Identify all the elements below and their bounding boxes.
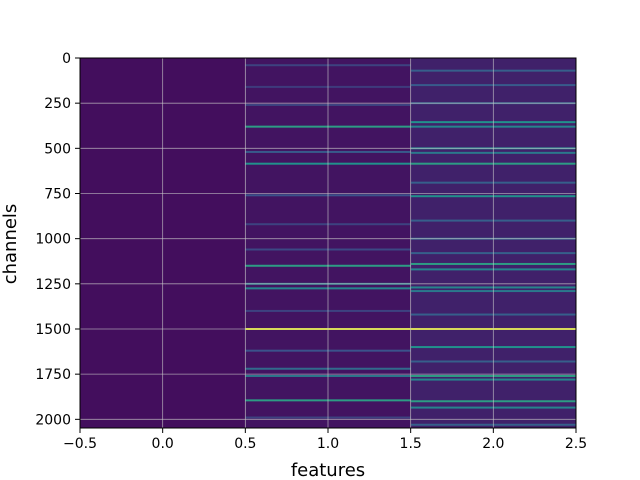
- y-tick-label: 1000: [35, 232, 71, 248]
- x-tick-label: 2.0: [482, 436, 504, 452]
- x-tick-label: 0.0: [152, 436, 174, 452]
- y-tick-label: 2000: [35, 412, 71, 428]
- x-tick-label: 2.5: [565, 436, 587, 452]
- y-axis-label: channels: [0, 204, 21, 285]
- x-tick-label: 0.5: [234, 436, 256, 452]
- x-tick-label: 1.5: [400, 436, 422, 452]
- y-tick-label: 500: [44, 141, 71, 157]
- y-tick-label: 250: [44, 96, 71, 112]
- y-tick-label: 0: [62, 51, 71, 67]
- y-axis-ticks: 0 250 500 750 1000 1250 1500 1750 2000: [35, 51, 80, 428]
- y-tick-label: 1750: [35, 367, 71, 383]
- x-tick-label: −0.5: [63, 436, 97, 452]
- x-axis-label: features: [291, 460, 365, 480]
- y-tick-label: 750: [44, 186, 71, 202]
- y-tick-label: 1250: [35, 277, 71, 293]
- x-tick-label: 1.0: [317, 436, 339, 452]
- y-tick-label: 1500: [35, 322, 71, 338]
- x-axis-ticks: −0.5 0.0 0.5 1.0 1.5 2.0 2.5: [63, 428, 587, 452]
